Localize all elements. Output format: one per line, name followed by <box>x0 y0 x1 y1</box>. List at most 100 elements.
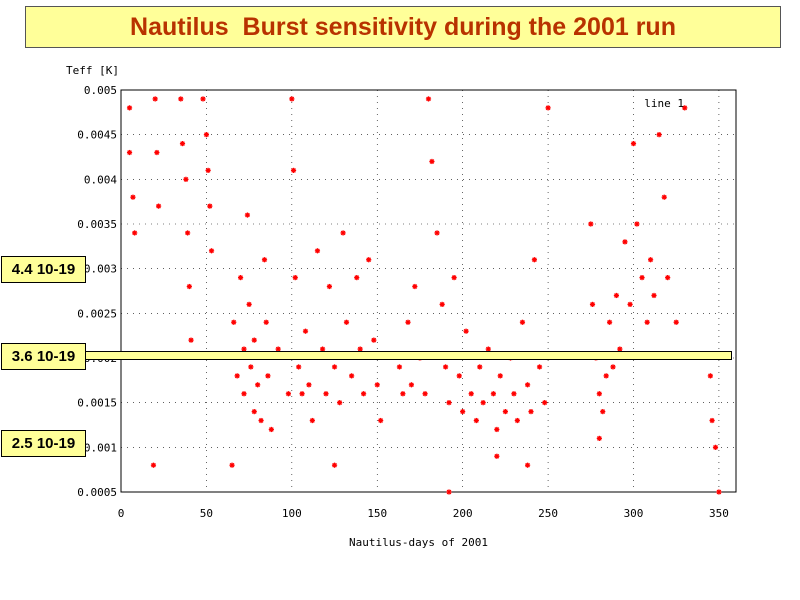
data-point <box>323 391 329 397</box>
data-point <box>644 319 650 325</box>
data-point <box>603 373 609 379</box>
data-point <box>639 275 645 281</box>
data-point <box>185 230 191 236</box>
data-point <box>150 462 157 468</box>
data-point <box>126 105 133 111</box>
data-point <box>425 96 432 102</box>
data-point <box>340 230 346 236</box>
data-point <box>665 275 671 281</box>
data-point <box>337 400 343 406</box>
y-axis-label: Teff [K] <box>66 64 119 77</box>
data-point <box>292 275 298 281</box>
data-point <box>302 328 309 334</box>
data-point <box>613 292 620 299</box>
data-point <box>255 382 261 388</box>
data-point <box>451 275 457 281</box>
y-tick-label: 0.001 <box>84 441 117 454</box>
data-point <box>622 239 628 245</box>
data-point <box>545 105 551 111</box>
data-point <box>468 391 474 397</box>
data-point <box>261 257 268 263</box>
y-tick-label: 0.005 <box>84 84 117 97</box>
data-point <box>241 346 247 352</box>
data-point <box>349 373 355 379</box>
data-point <box>494 453 500 459</box>
data-point <box>251 337 257 343</box>
data-point <box>290 167 297 173</box>
data-point <box>319 346 326 352</box>
data-point <box>205 167 211 173</box>
data-point <box>207 203 213 209</box>
data-point <box>366 257 372 263</box>
data-point <box>251 409 257 415</box>
data-point <box>268 426 274 433</box>
data-point <box>531 257 538 263</box>
data-point <box>309 417 315 424</box>
data-point <box>263 319 269 325</box>
data-point <box>237 275 244 281</box>
chart-title: Nautilus Burst sensitivity during the 20… <box>130 12 676 41</box>
data-point <box>188 337 194 343</box>
data-point <box>596 435 602 441</box>
data-point <box>480 400 486 406</box>
data-point <box>132 230 138 236</box>
y-tick-label: 0.003 <box>84 263 117 276</box>
data-point <box>606 319 613 325</box>
data-point <box>331 364 338 370</box>
data-point <box>306 382 312 388</box>
data-point <box>519 319 526 325</box>
data-point <box>208 248 215 254</box>
data-point <box>275 346 281 352</box>
data-point <box>248 364 254 370</box>
x-tick-label: 100 <box>282 507 302 520</box>
data-point <box>258 417 264 424</box>
data-point <box>630 141 637 147</box>
x-tick-label: 150 <box>367 507 387 520</box>
data-point <box>130 194 136 200</box>
data-point <box>154 149 160 156</box>
legend: line 1 <box>644 97 684 110</box>
data-point <box>477 364 483 370</box>
data-point <box>485 346 491 352</box>
data-point <box>456 373 462 379</box>
data-point <box>617 346 623 352</box>
side-label-lower: 2.5 10-19 <box>1 430 86 457</box>
data-point <box>183 176 189 182</box>
data-point <box>524 462 531 468</box>
data-point <box>234 373 240 379</box>
data-point <box>528 409 534 415</box>
side-label-upper: 4.4 10-19 <box>1 256 86 283</box>
data-point <box>229 462 235 468</box>
data-point <box>494 426 500 433</box>
data-point <box>511 391 517 397</box>
x-tick-label: 200 <box>453 507 473 520</box>
data-point <box>374 382 380 388</box>
title-banner: Nautilus Burst sensitivity during the 20… <box>25 6 781 48</box>
data-point <box>490 391 497 397</box>
x-tick-label: 50 <box>200 507 213 520</box>
data-point <box>378 417 384 424</box>
data-points <box>126 96 722 495</box>
grid <box>120 89 736 493</box>
y-tick-label: 0.0005 <box>77 486 117 499</box>
data-point <box>412 283 418 290</box>
data-point <box>446 400 452 406</box>
data-point <box>179 141 186 147</box>
data-point <box>673 319 679 325</box>
data-point <box>331 462 338 468</box>
data-point <box>200 96 206 102</box>
data-point <box>502 409 508 415</box>
data-point <box>360 391 367 397</box>
data-point <box>707 373 713 379</box>
data-point <box>314 248 321 254</box>
y-tick-label: 0.0035 <box>77 218 117 231</box>
x-tick-label: 300 <box>624 507 644 520</box>
data-point <box>400 391 406 397</box>
data-point <box>596 391 602 397</box>
data-point <box>682 105 688 111</box>
data-point <box>588 221 594 227</box>
data-point <box>647 257 654 263</box>
data-point <box>439 301 445 307</box>
side-label-middle: 3.6 10-19 <box>1 343 86 370</box>
